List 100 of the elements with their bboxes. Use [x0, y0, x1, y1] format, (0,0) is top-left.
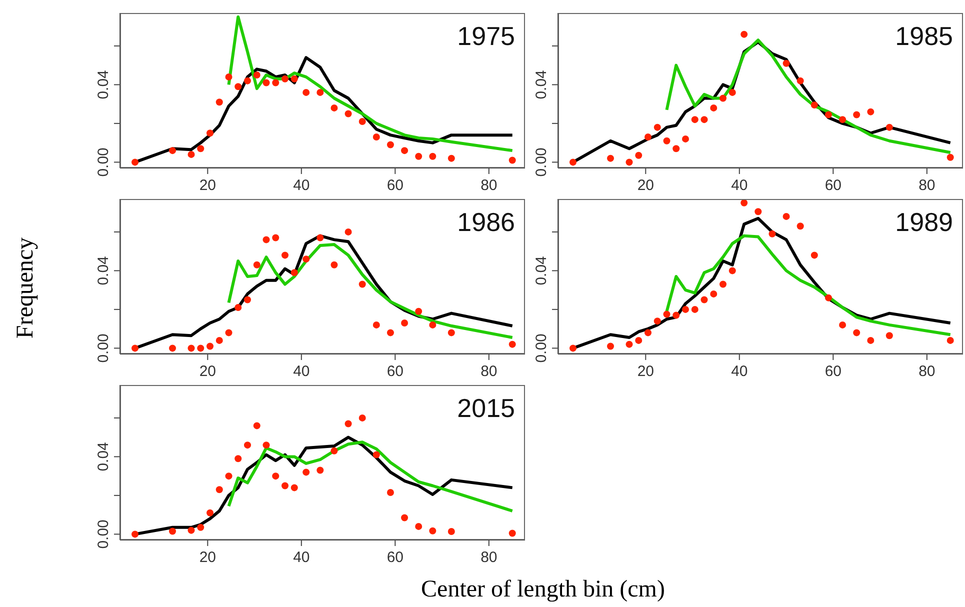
point [663, 310, 670, 318]
x-tick-label: 20 [199, 363, 216, 380]
point [796, 222, 804, 230]
x-tick-label: 80 [480, 177, 498, 194]
point [401, 320, 408, 326]
point [867, 108, 874, 116]
x-tick-label: 20 [637, 177, 654, 194]
point [216, 486, 223, 494]
point [508, 530, 516, 537]
point [508, 156, 516, 164]
point [169, 147, 176, 154]
point [282, 75, 288, 82]
point [570, 344, 576, 352]
point [253, 422, 260, 430]
point [225, 73, 232, 80]
x-tick-label: 80 [480, 363, 498, 380]
chart-title: 2015 [457, 393, 515, 424]
x-axis-title: Center of length bin (cm) [421, 576, 665, 604]
point [216, 336, 223, 344]
point [330, 447, 338, 454]
point [654, 124, 661, 131]
point [635, 336, 642, 344]
point [691, 306, 698, 313]
point [372, 321, 380, 328]
point [330, 261, 338, 268]
point [448, 154, 455, 162]
point [644, 134, 652, 140]
point [302, 468, 310, 476]
point [824, 111, 832, 118]
point [691, 116, 698, 124]
point [867, 336, 874, 344]
point [672, 312, 680, 319]
point [358, 280, 366, 288]
point [626, 158, 633, 166]
point [810, 252, 818, 259]
point [302, 88, 310, 96]
chart-title: 1989 [895, 207, 953, 238]
point [316, 466, 324, 474]
point [796, 77, 804, 84]
x-tick-label: 20 [199, 549, 216, 566]
point [386, 141, 394, 148]
point [197, 344, 204, 352]
point [197, 524, 204, 531]
point [262, 442, 270, 449]
point [132, 530, 138, 538]
x-tick-label: 20 [637, 363, 654, 380]
point [710, 290, 718, 298]
point [206, 130, 214, 137]
x-tick-label: 80 [480, 549, 498, 566]
point [635, 152, 642, 159]
point [782, 60, 790, 67]
point [290, 484, 298, 492]
point [282, 252, 288, 259]
point [330, 104, 338, 112]
point [448, 528, 455, 535]
point [386, 329, 394, 336]
point [253, 261, 260, 268]
point [132, 158, 138, 166]
point [316, 88, 324, 96]
y-tick-label: 0.00 [533, 334, 550, 363]
point [234, 304, 242, 311]
point [626, 340, 633, 348]
point [946, 336, 954, 344]
point [262, 79, 270, 86]
point [782, 212, 790, 220]
x-tick-label: 60 [386, 363, 404, 380]
line-series [227, 15, 514, 152]
point [720, 94, 726, 102]
point [768, 230, 776, 238]
point [682, 306, 689, 313]
point [234, 455, 242, 462]
point [272, 79, 280, 86]
point [839, 116, 846, 124]
point [728, 88, 736, 96]
y-tick-label: 0.04 [95, 256, 112, 286]
x-tick-label: 60 [386, 549, 404, 566]
y-tick-label: 0.04 [95, 70, 112, 100]
x-tick-label: 20 [199, 177, 216, 194]
point [401, 147, 408, 154]
x-tick-label: 40 [731, 363, 748, 380]
point [415, 308, 422, 315]
point [386, 489, 394, 496]
point [720, 280, 726, 288]
point [570, 158, 576, 166]
point [839, 321, 846, 328]
point [290, 269, 298, 276]
point [415, 522, 422, 530]
point [853, 329, 860, 336]
y-tick-label: 0.04 [95, 442, 112, 472]
point [429, 321, 436, 328]
point [358, 118, 366, 125]
point [607, 154, 614, 162]
chart-title: 1985 [895, 21, 953, 52]
x-tick-label: 40 [293, 549, 310, 566]
point [302, 256, 310, 263]
x-tick-label: 80 [918, 363, 936, 380]
point [253, 72, 260, 78]
point [262, 236, 270, 244]
point [244, 442, 251, 449]
point [344, 110, 352, 118]
